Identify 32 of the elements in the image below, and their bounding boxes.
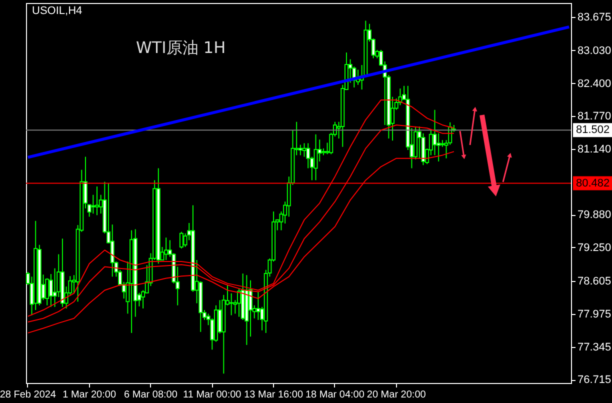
y-tick-label: 83.675 [578,11,612,24]
candlestick [302,142,306,158]
ref-line-label: 80.482 [576,177,610,190]
x-tick-label: 1 Mar 20:00 [62,390,116,400]
candlestick [45,278,50,306]
candlestick [95,186,100,216]
annotation: WTI原油 1H [136,38,226,57]
y-tick-label: 79.880 [578,209,612,222]
candlestick [229,292,234,316]
candlestick [237,288,242,318]
x-tick-label: 11 Mar 00:00 [183,390,242,400]
y-tick-label: 76.715 [578,374,612,386]
candlestick [91,194,96,214]
candlestick [314,134,318,181]
x-tick-label: 18 Mar 04:00 [305,390,365,400]
y-tick-label: 77.345 [578,341,612,354]
y-tick-label: 78.605 [578,276,612,288]
candlestick [164,237,168,260]
y-tick-label: 83.030 [578,44,612,57]
y-tick-label: 82.400 [578,78,612,90]
x-tick-label: 28 Feb 2024 [0,390,56,400]
x-tick-label: 13 Mar 16:00 [244,390,304,400]
candlestick [110,224,114,278]
chart-title: USOIL,H4 [32,5,82,17]
candlestick [179,231,184,250]
ref-line-label: 81.502 [576,124,610,136]
x-tick-label: 6 Mar 08:00 [124,390,178,400]
y-tick-label: 77.975 [578,308,612,320]
x-tick-label: 20 Mar 20:00 [366,390,426,400]
y-tick-label: 79.250 [578,242,612,254]
y-tick-label: 81.140 [578,143,612,156]
y-tick-label: 81.770 [578,110,612,123]
